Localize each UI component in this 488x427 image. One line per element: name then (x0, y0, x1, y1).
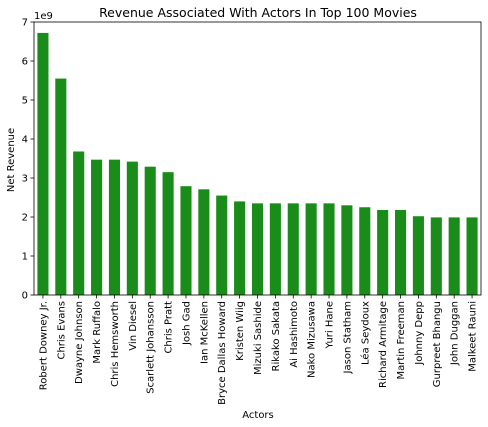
bar-1 (55, 78, 67, 295)
x-tick-label: Mark Ruffalo (92, 301, 103, 364)
x-tick-label: Ai Hashimoto (289, 301, 300, 368)
x-tick-label: Mizuki Sashide (253, 301, 264, 375)
x-tick-label: Malkeet Rauni (468, 301, 479, 372)
bar-2 (73, 151, 85, 295)
y-axis-ticks: 0 1 2 3 4 5 6 7 (22, 18, 34, 302)
y-tick-label: 2 (22, 213, 28, 224)
x-tick-label: Johnny Depp (414, 301, 425, 366)
bar-20 (394, 209, 407, 295)
x-tick-label: Dwayne Johnson (74, 301, 85, 384)
bar-7 (162, 172, 174, 295)
bar-0 (37, 32, 49, 296)
bar-8 (180, 186, 192, 295)
y-tick-label: 3 (22, 174, 28, 185)
x-tick-label: Léa Seydoux (359, 301, 371, 365)
x-tick-label: Chris Evans (56, 301, 67, 360)
y-tick-label: 0 (22, 291, 28, 302)
bar-12 (251, 203, 264, 295)
bar-19 (377, 209, 389, 295)
bar-5 (126, 161, 138, 295)
bar-3 (91, 159, 103, 295)
x-tick-label: Jason Statham (342, 301, 353, 374)
x-tick-label: Vin Diesel (128, 301, 139, 351)
x-tick-label: Chris Pratt (164, 301, 175, 354)
y-tick-label: 4 (22, 135, 28, 146)
bar-6 (144, 166, 156, 295)
x-tick-label: Robert Downey Jr. (38, 301, 49, 390)
bar-16 (323, 203, 335, 295)
bar-14 (287, 203, 299, 295)
bar-23 (448, 217, 460, 295)
x-tick-label: Nako Mizusawa (307, 301, 318, 378)
bar-4 (108, 159, 121, 295)
y-tick-label: 6 (22, 57, 28, 68)
x-tick-label: Josh Gad (181, 301, 192, 346)
bar-18 (359, 207, 371, 295)
bar-11 (234, 201, 246, 295)
x-tick-label: Rikako Sakata (271, 301, 282, 371)
x-tick-label: Martin Freeman (396, 301, 407, 380)
y-tick-label: 5 (22, 96, 28, 107)
x-axis-ticks: Robert Downey Jr. Chris Evans Dwayne Johns… (38, 295, 479, 405)
x-tick-label: Gurpreet Bhangu (432, 301, 443, 387)
x-axis-label: Actors (242, 410, 274, 421)
bar-24 (466, 217, 478, 295)
chart-title: Revenue Associated With Actors In Top 10… (99, 5, 417, 20)
y-tick-label: 7 (22, 18, 28, 29)
bar-22 (430, 217, 442, 295)
x-tick-label: Yuri Hane (325, 301, 336, 350)
bar-13 (269, 203, 281, 295)
x-tick-label: Chris Hemsworth (110, 301, 121, 387)
plot-frame (33, 21, 482, 296)
x-tick-label: Richard Armitage (378, 301, 389, 388)
y-axis-label: Net Revenue (6, 128, 17, 192)
y-tick-label: 1 (22, 252, 28, 263)
x-tick-label: Ian McKellen (199, 301, 210, 364)
x-tick-label: Scarlett Johansson (146, 301, 157, 394)
bars-group (37, 32, 478, 296)
bar-17 (341, 205, 353, 295)
x-tick-label: Kristen Wiig (235, 301, 246, 361)
x-tick-label: John Duggan (450, 301, 461, 366)
bar-10 (216, 195, 228, 295)
bar-9 (198, 189, 210, 295)
bar-21 (412, 216, 424, 295)
x-tick-label: Bryce Dallas Howard (217, 301, 228, 405)
bar-15 (305, 203, 317, 295)
y-axis-offset-label: 1e9 (34, 11, 53, 22)
